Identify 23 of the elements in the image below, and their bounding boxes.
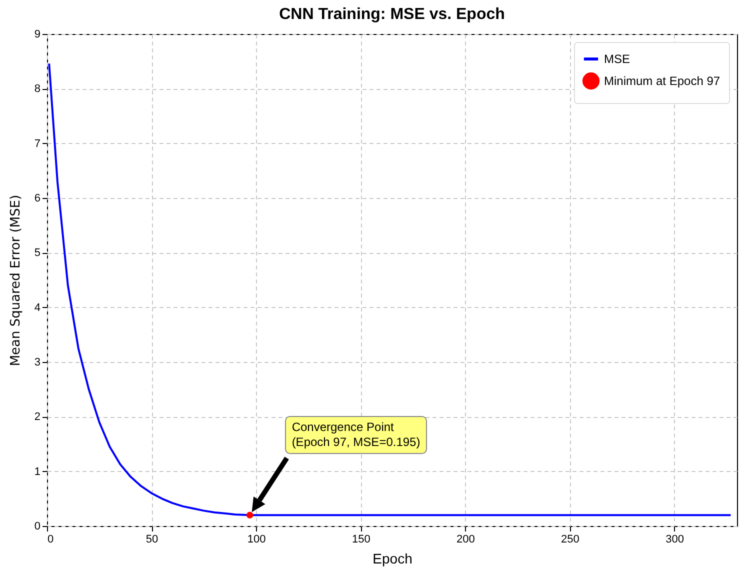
x-tick-label: 0 [48, 534, 54, 546]
y-tick-label: 2 [34, 411, 40, 424]
chart-title: CNN Training: MSE vs. Epoch [279, 6, 505, 23]
y-tick-label: 9 [34, 28, 40, 40]
y-tick-label: 1 [34, 466, 40, 478]
x-tick-label: 300 [666, 534, 684, 546]
x-tick-label: 100 [247, 534, 266, 546]
x-tick-label: 50 [146, 534, 158, 546]
y-tick-label: 6 [34, 192, 40, 204]
legend-label: MSE [604, 52, 630, 66]
y-tick-label: 8 [34, 83, 40, 96]
x-tick-label: 200 [456, 534, 475, 546]
y-tick-label: 0 [34, 520, 40, 532]
y-tick-label: 7 [34, 138, 40, 150]
annotation: Convergence Point (Epoch 97, MSE=0.195) [284, 416, 428, 454]
y-tick-label: 3 [34, 356, 40, 368]
legend-label: Minimum at Epoch 97 [604, 74, 720, 88]
y-tick-label: 4 [34, 302, 40, 314]
y-tick-label: 5 [34, 247, 40, 260]
x-axis-title: Epoch [372, 550, 412, 566]
x-tick-label: 250 [561, 534, 580, 546]
x-tick-label: 150 [352, 534, 370, 546]
y-axis-title: Mean Squared Error (MSE) [8, 194, 24, 366]
